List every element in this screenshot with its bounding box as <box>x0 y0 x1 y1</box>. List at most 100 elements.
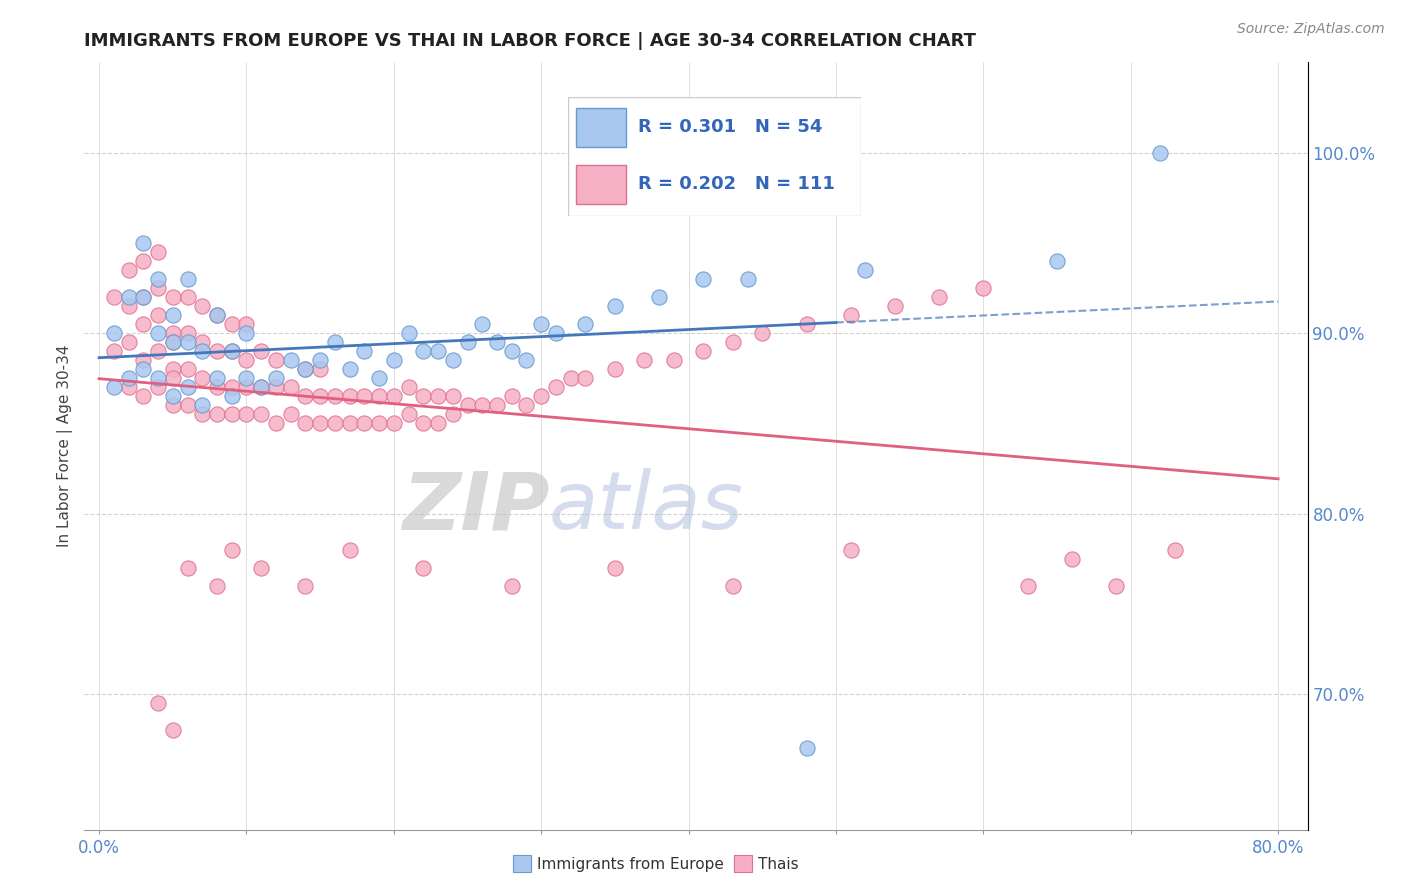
Point <box>457 335 479 350</box>
Point <box>162 389 184 403</box>
Point <box>146 380 169 394</box>
Point <box>264 353 287 368</box>
Point <box>382 417 405 431</box>
Point <box>205 380 228 394</box>
Point <box>264 417 287 431</box>
Point <box>103 290 125 304</box>
Point <box>162 326 184 341</box>
Point <box>309 353 332 368</box>
Point <box>574 371 596 385</box>
Text: Immigrants from Europe: Immigrants from Europe <box>537 857 724 871</box>
Point <box>146 326 169 341</box>
Point <box>146 371 169 385</box>
Point <box>146 281 169 295</box>
Point <box>235 371 257 385</box>
Point <box>235 408 257 422</box>
Point <box>294 362 316 376</box>
Point <box>191 335 214 350</box>
Point <box>544 326 567 341</box>
Point <box>235 380 257 394</box>
Point <box>250 380 273 394</box>
Point <box>368 417 391 431</box>
Point <box>294 417 316 431</box>
Point <box>191 408 214 422</box>
Point <box>515 398 537 412</box>
Point <box>457 398 479 412</box>
Point <box>264 371 287 385</box>
Point <box>309 362 332 376</box>
Point <box>162 362 184 376</box>
Point <box>235 353 257 368</box>
Point <box>162 335 184 350</box>
Point <box>648 290 671 304</box>
Point <box>427 389 450 403</box>
Point <box>162 335 184 350</box>
Point <box>221 344 243 359</box>
Point <box>294 579 316 593</box>
Point <box>485 398 508 412</box>
Point <box>294 362 316 376</box>
Point <box>117 263 139 277</box>
Point <box>162 290 184 304</box>
Point <box>132 235 155 250</box>
Point <box>309 389 332 403</box>
Point <box>250 344 273 359</box>
Point <box>972 281 994 295</box>
Point <box>721 335 744 350</box>
Point <box>191 299 214 313</box>
Point <box>235 326 257 341</box>
Point <box>1046 254 1069 268</box>
Point <box>250 408 273 422</box>
Point <box>176 272 198 286</box>
Point <box>633 353 655 368</box>
Point <box>221 344 243 359</box>
Point <box>146 272 169 286</box>
Point <box>176 326 198 341</box>
Point <box>191 398 214 412</box>
Point <box>1149 145 1171 160</box>
Point <box>441 408 464 422</box>
Point <box>796 741 818 756</box>
Point <box>1060 551 1083 566</box>
Point <box>515 353 537 368</box>
Point <box>398 408 420 422</box>
Point <box>205 308 228 322</box>
Point <box>412 417 434 431</box>
Point <box>132 362 155 376</box>
Point <box>398 380 420 394</box>
Point <box>132 353 155 368</box>
Point <box>412 389 434 403</box>
Point <box>368 371 391 385</box>
Point <box>146 344 169 359</box>
Point <box>751 326 773 341</box>
Point <box>309 417 332 431</box>
Point <box>191 344 214 359</box>
Point <box>368 389 391 403</box>
Point <box>501 344 523 359</box>
Point <box>692 272 714 286</box>
Point <box>884 299 907 313</box>
Point <box>250 380 273 394</box>
Point <box>132 290 155 304</box>
Point <box>427 417 450 431</box>
Point <box>162 723 184 738</box>
Point <box>721 579 744 593</box>
Point <box>323 335 346 350</box>
Point <box>544 380 567 394</box>
Point <box>221 380 243 394</box>
Point <box>205 344 228 359</box>
Point <box>117 290 139 304</box>
Point <box>485 335 508 350</box>
Point <box>176 398 198 412</box>
Point <box>146 244 169 259</box>
Text: atlas: atlas <box>550 468 744 547</box>
Point <box>176 380 198 394</box>
Point <box>839 542 862 557</box>
Point <box>221 542 243 557</box>
Point <box>117 299 139 313</box>
Point <box>501 579 523 593</box>
Point <box>398 326 420 341</box>
Point <box>928 290 950 304</box>
Point <box>501 389 523 403</box>
Point <box>382 389 405 403</box>
